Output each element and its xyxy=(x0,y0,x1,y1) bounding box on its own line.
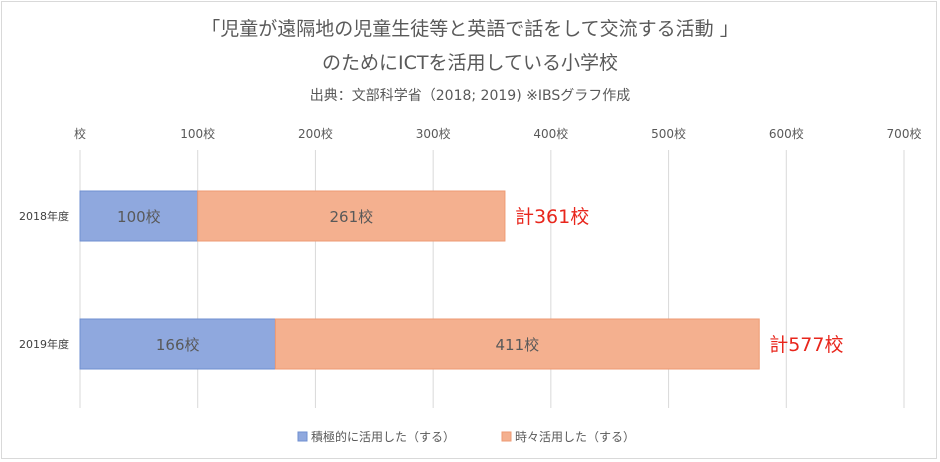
bar-segment xyxy=(79,318,276,370)
legend: 積極的に活用した（する） 時々活用した（する） xyxy=(297,429,635,444)
data-label: 100校 xyxy=(117,208,161,226)
x-tick-labels: 校 100校 200校 300校 400校 500校 600校 700校 xyxy=(74,126,921,141)
x-tick-label: 100校 xyxy=(180,126,215,141)
x-tick-label: 校 xyxy=(74,126,86,141)
legend-label: 時々活用した（する） xyxy=(515,430,635,444)
x-tick-label: 700校 xyxy=(887,126,922,141)
x-tick-label: 200校 xyxy=(298,126,333,141)
data-label: 166校 xyxy=(156,336,200,354)
x-tick-label: 400校 xyxy=(533,126,568,141)
x-tick-label: 600校 xyxy=(769,126,804,141)
bar-segment xyxy=(79,190,199,242)
legend-swatch xyxy=(501,431,512,442)
legend-swatch xyxy=(297,431,308,442)
legend-label: 積極的に活用した（する） xyxy=(311,429,455,444)
category-label: 2019年度 xyxy=(19,337,69,351)
x-tick-label: 300校 xyxy=(416,126,451,141)
category-labels: 2018年度 2019年度 xyxy=(19,209,69,351)
bar-segment xyxy=(274,318,760,370)
chart-title-line-1: 「児童が遠隔地の児童生徒等と英語で話をして交流する活動 」 xyxy=(201,18,739,40)
bar-segment xyxy=(197,190,506,242)
total-label: 計361校 xyxy=(515,206,589,228)
data-label: 411校 xyxy=(495,336,539,354)
chart-subtitle: 出典：文部科学省（2018; 2019) ※IBSグラフ作成 xyxy=(309,88,631,104)
total-label: 計577校 xyxy=(769,334,843,356)
chart-title-line-2: のためにICTを活用している小学校 xyxy=(322,52,618,74)
bars: 100校 261校 計361校 166校 411校 計577校 xyxy=(79,190,843,370)
data-label: 261校 xyxy=(330,208,374,226)
x-tick-label: 500校 xyxy=(651,126,686,141)
category-label: 2018年度 xyxy=(19,209,69,223)
